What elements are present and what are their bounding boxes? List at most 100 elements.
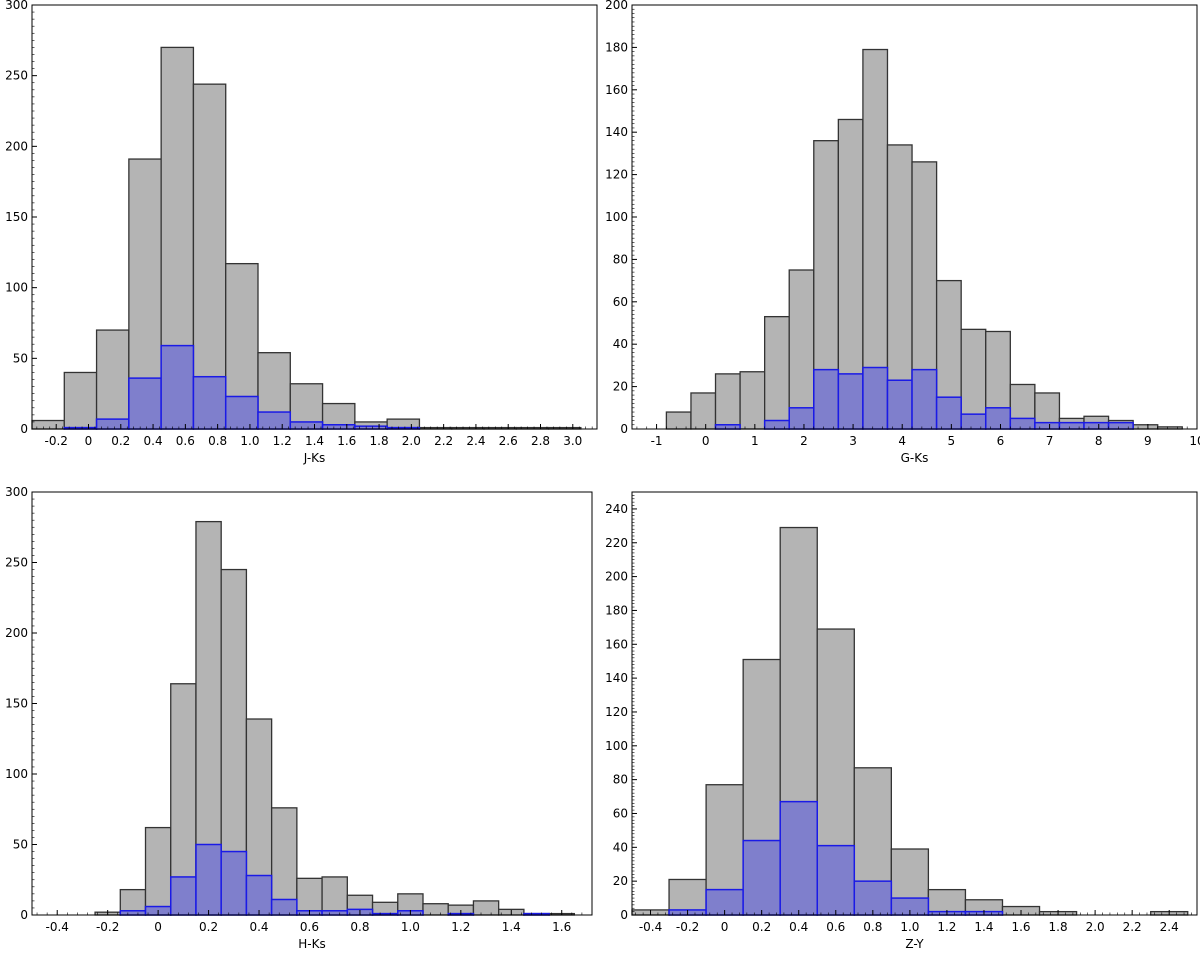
hks-all-bar-8 — [296, 877, 323, 916]
jks-ytick-label: 50 — [13, 351, 28, 365]
gks-ytick-label: 140 — [605, 125, 628, 139]
gks-xtick-label: 5 — [948, 434, 956, 448]
gks-xtick-label: 8 — [1095, 434, 1103, 448]
gks-ytick-label: 20 — [613, 380, 628, 394]
gks-xtick-label: 9 — [1144, 434, 1152, 448]
gks-subset-bar-7 — [837, 373, 864, 430]
hks-xtick-label: 1.4 — [502, 920, 521, 934]
zy-xtick-label: 2.4 — [1160, 920, 1179, 934]
gks-subset-bar-18 — [1107, 421, 1134, 430]
gks-xtick-label: 6 — [997, 434, 1005, 448]
zy-xtick-label: 0.2 — [752, 920, 771, 934]
panel-zy: 0 20 40 60 80 100 120 140 160 180 200 220 240 -0.4 -0.… — [605, 491, 1198, 951]
jks-subset-bar-6 — [224, 395, 259, 430]
zy-subset-bar-6 — [853, 880, 893, 916]
zy-ytick-label: 40 — [613, 840, 628, 854]
zy-xtick-label: -0.4 — [639, 920, 662, 934]
panel-jks: 0 50 100 150 200 250 300 -0.2 0 0.2 0.4 0.6 0.8 1.0 1.… — [5, 0, 598, 465]
gks-xtick-label: 1 — [751, 434, 759, 448]
hks-all-bar-2 — [144, 826, 172, 916]
zy-xtick-label: 1.6 — [1011, 920, 1030, 934]
gks-xtick-label: 4 — [898, 434, 906, 448]
gks-all-bar-1 — [690, 392, 717, 430]
gks-ytick-label: 60 — [613, 295, 628, 309]
hks-subset-bar-7 — [270, 898, 298, 916]
hks-ytick-label: 250 — [5, 556, 28, 570]
zy-subset-bar-3 — [742, 839, 781, 916]
gks-all-bar-8 — [862, 48, 889, 430]
gks-all-bar-4 — [764, 315, 790, 430]
gks-all-bar-12 — [960, 328, 987, 430]
hks-xtick-label: 0.4 — [249, 920, 268, 934]
hks-subset-bar-3 — [169, 876, 197, 916]
gks-all-bar-2 — [714, 373, 741, 430]
jks-xtick-label: 0.4 — [144, 434, 163, 448]
gks-xtick-label: 3 — [849, 434, 857, 448]
zy-ytick-label: 120 — [605, 705, 628, 719]
hks-subset-bar-4 — [195, 843, 222, 916]
jks-xtick-label: 2.2 — [434, 434, 453, 448]
hks-ytick-label: 300 — [5, 485, 28, 499]
gks-all-bar-5 — [788, 269, 815, 430]
hks-xtick-label: 1.0 — [401, 920, 420, 934]
hks-xtick-label: 0.8 — [350, 920, 369, 934]
jks-xtick-label: 2.4 — [466, 434, 485, 448]
hks-all-bar-13 — [422, 903, 449, 916]
jks-xtick-label: 0.2 — [111, 434, 130, 448]
gks-subset-bar-8 — [862, 366, 889, 430]
jks-ytick-label: 100 — [5, 281, 28, 295]
jks-xtick-label: 0.8 — [208, 434, 227, 448]
hks-ytick-label: 200 — [5, 626, 28, 640]
gks-ytick-label: 120 — [605, 168, 628, 182]
zy-ytick-label: 220 — [605, 536, 628, 550]
zy-subset-bar-4 — [779, 800, 819, 916]
gks-ytick-label: 100 — [605, 210, 628, 224]
jks-subset-bar-4 — [160, 344, 195, 430]
hks-subset-bar-6 — [245, 874, 273, 916]
gks-subset-bar-2 — [714, 424, 741, 430]
jks-subset-bar-5 — [192, 375, 227, 430]
zy-ytick-label: 240 — [605, 502, 628, 516]
jks-xtick-label: 1.2 — [273, 434, 292, 448]
hks-xtick-label: 0 — [154, 920, 162, 934]
jks-ytick-label: 200 — [5, 139, 28, 153]
jks-xtick-label: 1.6 — [337, 434, 356, 448]
gks-subset-bar-5 — [788, 407, 815, 430]
jks-xtick-label: 0 — [85, 434, 93, 448]
jks-ytick-label: 150 — [5, 210, 28, 224]
hks-all-bar-9 — [321, 876, 348, 916]
zy-xtick-label: 0.6 — [826, 920, 845, 934]
hks-xtick-label: 1.6 — [552, 920, 571, 934]
gks-subset-bar-16 — [1058, 421, 1085, 430]
hks-xtick-label: 1.2 — [451, 920, 470, 934]
hks-axes-frame — [31, 491, 593, 916]
zy-ytick-label: 180 — [605, 603, 628, 617]
jks-ytick-label: 0 — [20, 422, 28, 436]
gks-subset-bar-13 — [984, 407, 1012, 430]
zy-axes-frame — [631, 491, 1198, 916]
gks-ytick-label: 200 — [605, 0, 628, 12]
zy-ytick-label: 20 — [613, 874, 628, 888]
zy-xtick-label: 1.2 — [937, 920, 956, 934]
zy-xtick-label: 0 — [721, 920, 729, 934]
jks-ytick-label: 300 — [5, 0, 28, 12]
zy-ytick-label: 0 — [620, 908, 628, 922]
gks-xtick-label: 0 — [702, 434, 710, 448]
gks-subset-bar-17 — [1083, 421, 1110, 430]
panel-gks: 0 20 40 60 80 100 120 140 160 180 200 -1 0 1 2 3 4 5 6 7 8 9 1… — [605, 0, 1200, 465]
hks-xtick-label: 0.2 — [199, 920, 218, 934]
hks-ytick-label: 100 — [5, 767, 28, 781]
gks-subset-bar-12 — [960, 413, 987, 430]
gks-xtick-label: 7 — [1046, 434, 1054, 448]
panel-hks: 0 50 100 150 200 250 300 -0.4 -0.2 0 0.2 0.4 0.6 0.8 1… — [5, 485, 593, 951]
zy-xtick-label: 1.8 — [1049, 920, 1068, 934]
gks-ytick-label: 160 — [605, 83, 628, 97]
gks-subset-bar-6 — [813, 368, 840, 430]
hks-ytick-label: 150 — [5, 697, 28, 711]
zy-ytick-label: 80 — [613, 773, 628, 787]
jks-xtick-label: 0.6 — [176, 434, 195, 448]
zy-ytick-label: 200 — [605, 570, 628, 584]
hks-xtick-label: -0.2 — [96, 920, 119, 934]
hks-subset-bar-1 — [119, 910, 147, 916]
jks-subset-bar-3 — [128, 377, 162, 430]
